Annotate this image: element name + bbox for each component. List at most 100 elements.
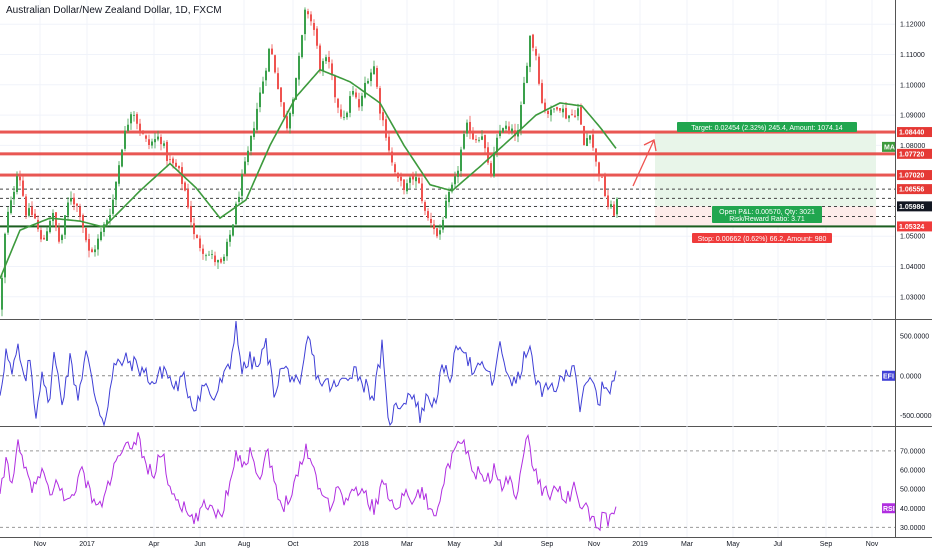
resistance-line[interactable] — [0, 152, 895, 156]
candle[interactable] — [205, 255, 207, 257]
candle[interactable] — [298, 55, 300, 80]
candle[interactable] — [1, 277, 3, 310]
candle[interactable] — [376, 67, 378, 87]
candle[interactable] — [253, 128, 255, 138]
candle[interactable] — [367, 80, 369, 84]
candle[interactable] — [481, 136, 483, 140]
candle[interactable] — [202, 248, 204, 254]
candle[interactable] — [295, 78, 297, 100]
candle[interactable] — [40, 230, 42, 240]
candle[interactable] — [46, 231, 48, 241]
candle[interactable] — [472, 132, 474, 140]
candle[interactable] — [292, 99, 294, 114]
arrow-shaft[interactable] — [632, 139, 655, 187]
candle[interactable] — [37, 219, 39, 230]
moving-average-layer[interactable] — [0, 68, 617, 279]
candle[interactable] — [478, 139, 480, 141]
candle[interactable] — [361, 95, 363, 107]
candle[interactable] — [313, 23, 315, 30]
candle[interactable] — [238, 196, 240, 202]
candle[interactable] — [283, 102, 285, 117]
candle[interactable] — [4, 233, 6, 278]
candle[interactable] — [265, 70, 267, 81]
candle[interactable] — [199, 238, 201, 249]
candle[interactable] — [589, 135, 591, 140]
candle[interactable] — [250, 135, 252, 151]
candle[interactable] — [121, 149, 123, 167]
candle[interactable] — [583, 125, 585, 146]
candle[interactable] — [550, 109, 552, 116]
candle[interactable] — [277, 73, 279, 89]
candle[interactable] — [487, 147, 489, 163]
candle[interactable] — [259, 92, 261, 108]
candle[interactable] — [352, 91, 354, 95]
candle[interactable] — [22, 180, 24, 196]
candle[interactable] — [505, 125, 507, 129]
candle[interactable] — [607, 195, 609, 207]
candle[interactable] — [535, 49, 537, 56]
candle[interactable] — [538, 56, 540, 84]
rsi-line[interactable] — [0, 432, 617, 532]
candle[interactable] — [64, 215, 66, 235]
candle[interactable] — [67, 202, 69, 216]
candle[interactable] — [217, 259, 219, 263]
candle[interactable] — [175, 162, 177, 167]
candle[interactable] — [256, 108, 258, 130]
candle[interactable] — [319, 45, 321, 71]
candle[interactable] — [412, 176, 414, 180]
candle[interactable] — [115, 181, 117, 200]
candle[interactable] — [415, 177, 417, 182]
efi-pane[interactable] — [0, 320, 895, 427]
candle[interactable] — [76, 203, 78, 206]
candle[interactable] — [178, 165, 180, 169]
candle[interactable] — [580, 106, 582, 125]
candle[interactable] — [373, 66, 375, 75]
candle[interactable] — [244, 161, 246, 174]
candle[interactable] — [421, 183, 423, 202]
candle[interactable] — [103, 224, 105, 232]
candle[interactable] — [382, 112, 384, 121]
candle[interactable] — [466, 122, 468, 134]
candle[interactable] — [223, 256, 225, 261]
candle[interactable] — [502, 128, 504, 133]
candle[interactable] — [403, 179, 405, 190]
candle[interactable] — [100, 231, 102, 240]
candle[interactable] — [610, 204, 612, 208]
candle[interactable] — [346, 112, 348, 118]
candle[interactable] — [325, 57, 327, 62]
candle[interactable] — [136, 114, 138, 124]
candle[interactable] — [166, 141, 168, 161]
candle[interactable] — [61, 235, 63, 241]
time-axis[interactable]: Nov 2017 Apr Jun Aug Oct 2018 Mar May Jul Sep Nov 20… — [34, 541, 879, 548]
candle[interactable] — [511, 128, 513, 132]
candle[interactable] — [370, 72, 372, 82]
candle[interactable] — [586, 138, 588, 147]
candle[interactable] — [526, 65, 528, 83]
candle[interactable] — [490, 163, 492, 175]
candle[interactable] — [499, 130, 501, 137]
candle[interactable] — [187, 189, 189, 208]
candle[interactable] — [460, 149, 462, 172]
candle[interactable] — [34, 213, 36, 219]
candle[interactable] — [208, 254, 210, 256]
candle[interactable] — [160, 136, 162, 145]
candle[interactable] — [541, 83, 543, 103]
candle[interactable] — [451, 184, 453, 192]
candle[interactable] — [154, 139, 156, 143]
candle[interactable] — [301, 35, 303, 58]
candle[interactable] — [496, 137, 498, 152]
candle[interactable] — [169, 159, 171, 161]
candle[interactable] — [343, 116, 345, 118]
candle[interactable] — [598, 162, 600, 177]
position-labels[interactable]: Target: 0.02454 (2.32%) 245.4, Amount: 1… — [677, 122, 857, 243]
candle[interactable] — [190, 206, 192, 223]
candle[interactable] — [364, 82, 366, 98]
candle[interactable] — [232, 224, 234, 236]
candle[interactable] — [193, 223, 195, 235]
candle[interactable] — [142, 131, 144, 134]
candle[interactable] — [565, 107, 567, 119]
candle[interactable] — [109, 215, 111, 220]
candle[interactable] — [304, 9, 306, 35]
candle[interactable] — [517, 130, 519, 137]
candle[interactable] — [49, 220, 51, 233]
